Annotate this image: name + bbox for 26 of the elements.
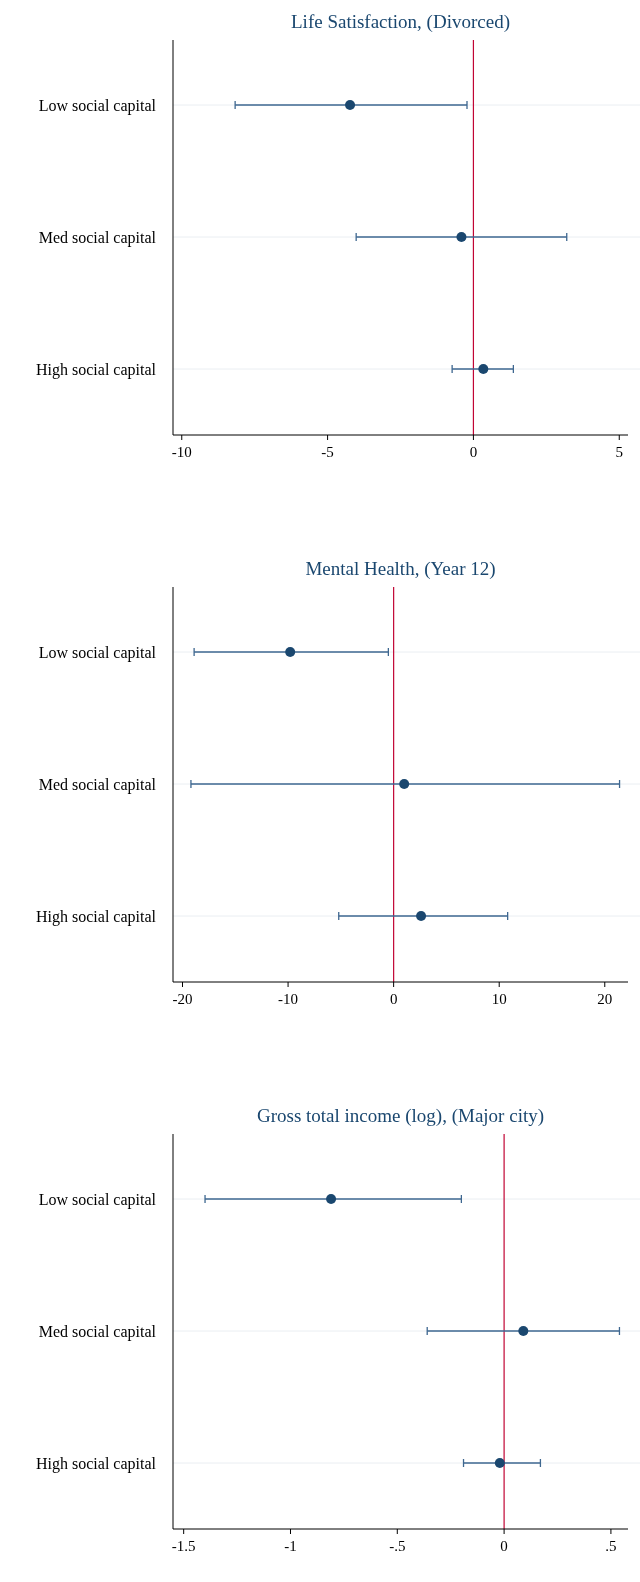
chart-title: Life Satisfaction, (Divorced) — [291, 11, 510, 33]
y-tick-label: Low social capital — [38, 643, 157, 662]
x-tick-label: -20 — [172, 991, 193, 1007]
y-tick-label: High social capital — [36, 1454, 157, 1473]
x-tick-label: -10 — [171, 444, 192, 460]
x-tick-label: 20 — [597, 991, 613, 1007]
chart-title: Mental Health, (Year 12) — [305, 558, 496, 580]
x-tick-label: -5 — [321, 444, 334, 460]
y-tick-label: Med social capital — [38, 228, 157, 247]
y-tick-label: Low social capital — [38, 1190, 157, 1209]
y-tick-label: Med social capital — [38, 1322, 157, 1341]
x-tick-label: -1 — [284, 1538, 297, 1554]
x-tick-label: -.5 — [389, 1538, 406, 1554]
x-tick-label: -1.5 — [171, 1538, 196, 1554]
x-tick-label: .5 — [605, 1538, 617, 1554]
x-tick-label: 0 — [500, 1538, 508, 1554]
x-tick-label: 0 — [389, 991, 398, 1007]
y-tick-label: High social capital — [36, 907, 157, 926]
y-tick-label: Med social capital — [38, 775, 157, 794]
x-tick-label: 10 — [491, 991, 507, 1007]
x-tick-label: 0 — [469, 444, 478, 460]
y-tick-label: Low social capital — [38, 96, 157, 115]
y-tick-label: High social capital — [36, 360, 157, 379]
chart-title: Gross total income (log), (Major city) — [256, 1105, 545, 1127]
x-tick-label: -10 — [278, 991, 299, 1007]
x-tick-label: 5 — [615, 444, 623, 460]
